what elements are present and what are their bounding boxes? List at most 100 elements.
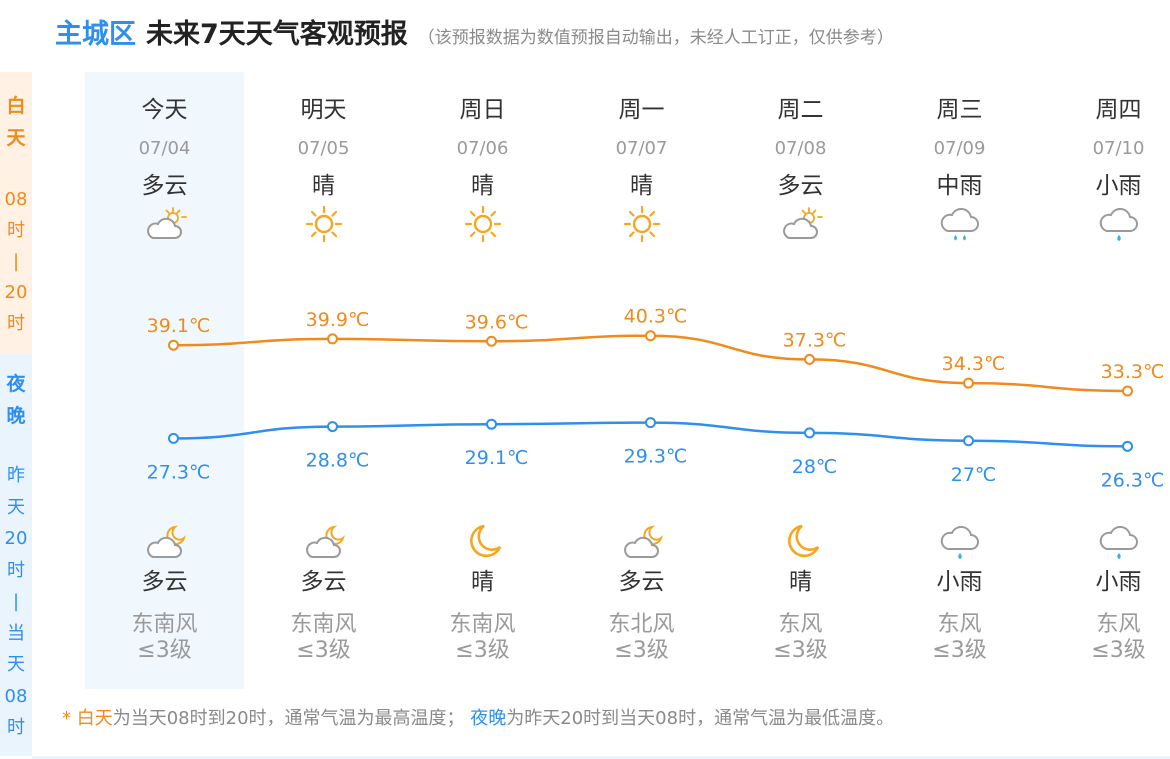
day-column: 周日 07/06 晴晴东南风 ≤3级 [403,72,562,689]
day-date: 07/10 [1092,138,1145,159]
low-temp-point [486,418,497,430]
light-rain-icon [1039,204,1170,244]
wind-direction: 东风 [937,612,982,637]
daytime-time-range: 08 时 | 20 时 [4,189,28,334]
day-column: 周三 07/09 中雨 小雨 东风 ≤3级 [880,72,1039,689]
wind-direction: 东南风 [290,612,357,637]
day-date: 07/09 [933,138,986,159]
low-temp-label: 26.3℃ [1101,469,1165,491]
high-temp-label: 40.3℃ [624,306,688,328]
today-highlight [85,72,244,689]
day-column: 周二 07/08 多云晴东风 ≤3级 [721,72,880,689]
day-name: 周二 [777,97,824,123]
day-weather-text: 多云 [777,173,824,199]
day-weather-text: 晴 [471,173,494,199]
partly-cloudy-day-icon [721,204,880,244]
night-weather-text: 小雨 [1095,569,1142,595]
day-name: 今天 [141,97,188,123]
moon-icon [403,522,562,564]
district-name[interactable]: 主城区 [55,19,136,50]
low-temp-point [327,421,338,433]
high-temp-point [486,335,497,347]
high-temp-label: 39.1℃ [147,315,211,337]
night-weather-text: 晴 [789,569,812,595]
day-weather-text: 多云 [141,173,188,199]
high-temp-label: 39.9℃ [306,309,370,331]
night-weather-text: 多云 [141,569,188,595]
day-weather-text: 晴 [630,173,653,199]
footer-night-term: 夜晚 [470,708,507,729]
footer-day-term: 白天 [76,708,113,729]
day-date: 07/07 [615,138,668,159]
footer-note: * 白天为当天08时到20时，通常气温为最高温度； 夜晚为昨天20时到当天08时… [62,708,895,729]
day-date: 07/06 [456,138,509,159]
high-temp-point [804,353,815,365]
wind-direction: 东南风 [449,612,516,637]
wind-level: ≤3级 [932,638,987,663]
wind-level: ≤3级 [614,638,669,663]
low-temp-label: 28.8℃ [306,450,370,472]
day-name: 明天 [300,97,347,123]
low-temp-point [1122,440,1133,452]
sun-icon [403,204,562,244]
day-date: 07/05 [297,138,350,159]
low-temp-label: 28℃ [792,456,838,478]
low-temp-point [645,417,656,429]
day-date: 07/04 [138,138,191,159]
high-temp-label: 33.3℃ [1101,361,1165,383]
day-column: 周一 07/07 晴多云东北风 ≤3级 [562,72,721,689]
day-name: 周四 [1095,97,1142,123]
wind-level: ≤3级 [137,638,192,663]
low-temp-label: 29.3℃ [624,446,688,468]
high-temp-point [327,333,338,345]
partly-cloudy-night-icon [244,522,403,564]
partly-cloudy-day-icon [85,204,244,244]
light-rain-icon [880,522,1039,564]
low-temp-point [804,427,815,439]
wind-direction: 东风 [1096,612,1141,637]
light-rain-icon [1039,522,1170,564]
day-name: 周日 [459,97,506,123]
day-column: 今天 07/04 多云 多云 东南风 ≤3级 [85,72,244,689]
partly-cloudy-night-icon [562,522,721,564]
day-weather-text: 晴 [312,173,335,199]
night-label: 夜 晚 [6,373,26,427]
night-weather-text: 晴 [471,569,494,595]
wind-level: ≤3级 [773,638,828,663]
high-temp-point [168,339,179,351]
sun-icon [562,204,721,244]
high-temp-label: 37.3℃ [783,329,847,351]
wind-level: ≤3级 [455,638,510,663]
day-date: 07/08 [774,138,827,159]
high-temp-point [645,330,656,342]
disclaimer-note: （该预报数据为数值预报自动输出，未经人工订正，仅供参考） [417,28,894,48]
wind-level: ≤3级 [296,638,351,663]
day-name: 周一 [618,97,665,123]
day-name: 周三 [936,97,983,123]
day-column: 明天 07/05 晴多云 东南风 ≤3级 [244,72,403,689]
moon-icon [721,522,880,564]
page-title: 未来7天天气客观预报 [146,19,408,50]
night-weather-text: 多云 [618,569,665,595]
wind-direction: 东南风 [131,612,198,637]
low-temp-point [963,435,974,447]
day-weather-text: 中雨 [936,173,983,199]
low-temp-label: 27℃ [951,464,997,486]
high-temp-label: 34.3℃ [942,353,1006,375]
wind-level: ≤3级 [1091,638,1146,663]
page-header: 主城区 未来7天天气客观预报 （该预报数据为数值预报自动输出，未经人工订正，仅供… [55,12,894,50]
low-temp-label: 27.3℃ [147,461,211,483]
day-weather-text: 小雨 [1095,173,1142,199]
daytime-label: 白 天 [6,95,26,149]
sun-icon [244,204,403,244]
low-temp-label: 29.1℃ [465,447,529,469]
high-temp-point [963,377,974,389]
low-temp-point [168,432,179,444]
high-temp-point [1122,385,1133,397]
daytime-side-label: 白 天 08 时 | 20 时 [0,72,32,354]
bottom-divider [32,756,1170,759]
partly-cloudy-night-icon [85,522,244,564]
wind-direction: 东北风 [608,612,675,637]
night-time-range: 昨 天 20 时 | 当 天 08 时 [4,465,28,738]
